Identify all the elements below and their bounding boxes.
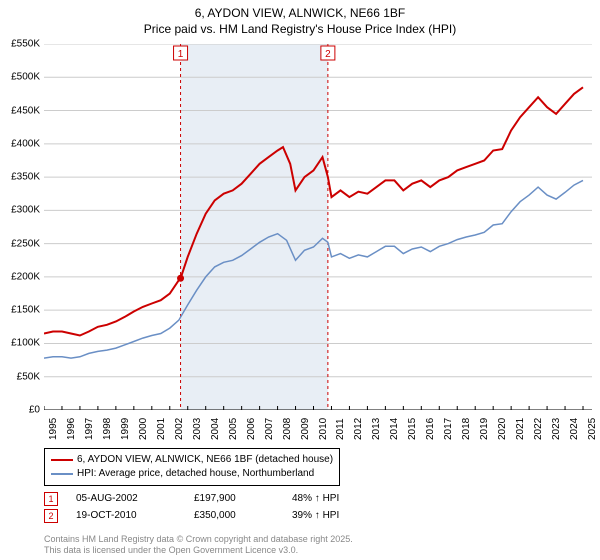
legend: 6, AYDON VIEW, ALNWICK, NE66 1BF (detach…: [44, 448, 340, 486]
x-tick-label: 2006: [246, 418, 257, 440]
x-tick-label: 1999: [120, 418, 131, 440]
x-axis: 1995 1996 1997 1998 1999 2000 2001 2002 2003 2004…: [44, 412, 592, 442]
x-tick-label: 2019: [479, 418, 490, 440]
svg-text:1: 1: [178, 49, 184, 60]
x-tick-label: 2020: [497, 418, 508, 440]
x-tick-label: 2001: [156, 418, 167, 440]
svg-text:2: 2: [325, 49, 331, 60]
x-tick-label: 1996: [66, 418, 77, 440]
x-tick-label: 1995: [48, 418, 59, 440]
y-tick-label: £0: [29, 405, 40, 416]
x-tick-label: 2023: [551, 418, 562, 440]
legend-label: HPI: Average price, detached house, Nort…: [77, 467, 314, 481]
x-tick-label: 2018: [461, 418, 472, 440]
marker-delta: 39% ↑ HPI: [292, 510, 372, 521]
x-tick-label: 2012: [353, 418, 364, 440]
y-tick-label: £150K: [11, 305, 40, 316]
y-axis: £0£50K£100K£150K£200K£250K£300K£350K£400…: [0, 44, 42, 410]
x-tick-label: 2013: [371, 418, 382, 440]
y-tick-label: £400K: [11, 138, 40, 149]
title-address: 6, AYDON VIEW, ALNWICK, NE66 1BF: [0, 6, 600, 22]
marker-row: 1 05-AUG-2002 £197,900 48% ↑ HPI: [44, 490, 372, 507]
x-tick-label: 2011: [335, 418, 346, 440]
y-tick-label: £500K: [11, 72, 40, 83]
y-tick-label: £550K: [11, 39, 40, 50]
legend-item: 6, AYDON VIEW, ALNWICK, NE66 1BF (detach…: [51, 453, 333, 467]
x-tick-label: 2024: [569, 418, 580, 440]
marker-price: £350,000: [194, 510, 274, 521]
markers-table: 1 05-AUG-2002 £197,900 48% ↑ HPI 2 19-OCT-201…: [44, 490, 372, 524]
marker-price: £197,900: [194, 493, 274, 504]
marker-number-box: 2: [44, 509, 58, 523]
marker-date: 05-AUG-2002: [76, 493, 176, 504]
x-tick-label: 2025: [587, 418, 598, 440]
attribution: Contains HM Land Registry data © Crown c…: [44, 534, 353, 556]
x-tick-label: 2017: [443, 418, 454, 440]
x-tick-label: 2007: [264, 418, 275, 440]
chart-container: 6, AYDON VIEW, ALNWICK, NE66 1BF Price p…: [0, 0, 600, 560]
y-tick-label: £250K: [11, 238, 40, 249]
x-tick-label: 2009: [300, 418, 311, 440]
x-tick-label: 2002: [174, 418, 185, 440]
x-tick-label: 2005: [228, 418, 239, 440]
plot-svg: 12: [44, 44, 592, 410]
marker-number-box: 1: [44, 492, 58, 506]
y-tick-label: £200K: [11, 271, 40, 282]
x-tick-label: 2003: [192, 418, 203, 440]
legend-item: HPI: Average price, detached house, Nort…: [51, 467, 333, 481]
legend-label: 6, AYDON VIEW, ALNWICK, NE66 1BF (detach…: [77, 453, 333, 467]
x-tick-label: 1997: [84, 418, 95, 440]
y-tick-label: £450K: [11, 105, 40, 116]
x-tick-label: 1998: [102, 418, 113, 440]
x-tick-label: 2010: [318, 418, 329, 440]
x-tick-label: 2014: [389, 418, 400, 440]
legend-swatch: [51, 459, 73, 461]
y-tick-label: £300K: [11, 205, 40, 216]
y-tick-label: £350K: [11, 172, 40, 183]
title-subtitle: Price paid vs. HM Land Registry's House …: [0, 22, 600, 38]
attribution-line2: This data is licensed under the Open Gov…: [44, 545, 353, 556]
x-tick-label: 2004: [210, 418, 221, 440]
x-tick-label: 2008: [282, 418, 293, 440]
x-tick-label: 2022: [533, 418, 544, 440]
marker-delta: 48% ↑ HPI: [292, 493, 372, 504]
attribution-line1: Contains HM Land Registry data © Crown c…: [44, 534, 353, 545]
x-tick-label: 2000: [138, 418, 149, 440]
legend-swatch: [51, 473, 73, 475]
y-tick-label: £100K: [11, 338, 40, 349]
title-block: 6, AYDON VIEW, ALNWICK, NE66 1BF Price p…: [0, 0, 600, 39]
marker-date: 19-OCT-2010: [76, 510, 176, 521]
marker-row: 2 19-OCT-2010 £350,000 39% ↑ HPI: [44, 507, 372, 524]
x-tick-label: 2015: [407, 418, 418, 440]
x-tick-label: 2016: [425, 418, 436, 440]
x-tick-label: 2021: [515, 418, 526, 440]
plot-area: 12: [44, 44, 592, 410]
y-tick-label: £50K: [17, 371, 40, 382]
